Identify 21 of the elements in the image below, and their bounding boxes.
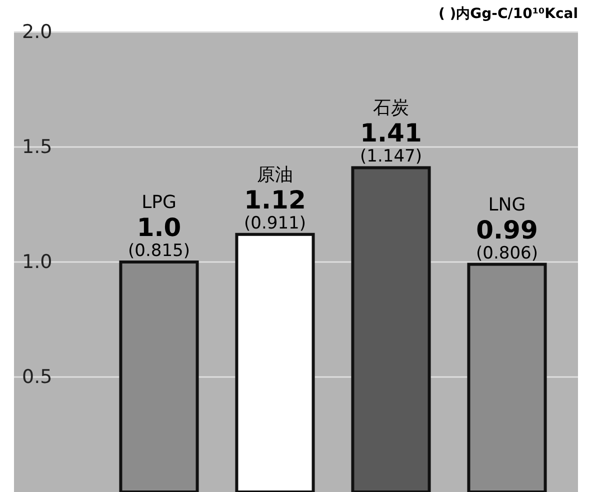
annotation: (1.147) [360,146,422,167]
bar [235,232,315,492]
data-label: 0.99 [476,215,538,244]
data-label: 1.41 [360,118,422,148]
data-label: 1.12 [244,185,306,214]
chart-subtitle: ( )内Gg-C/10¹⁰Kcal [438,6,578,22]
data-label: 1.0 [136,213,182,242]
x-tick-label: LNG [488,194,526,216]
y-tick-label: 2.0 [22,21,52,44]
y-tick-label: 1.0 [22,251,52,274]
bar [119,260,199,492]
annotation: (0.815) [128,241,190,261]
y-tick-label: 0.5 [22,366,52,388]
x-tick-label: 石炭 [373,98,409,119]
annotation: (0.806) [476,243,538,264]
annotation: (0.911) [244,213,306,234]
x-tick-label: 原油 [257,164,293,186]
bar [467,262,547,492]
y-tick-label: 1.5 [22,136,52,158]
x-tick-label: LPG [142,192,176,213]
bar [351,166,431,492]
